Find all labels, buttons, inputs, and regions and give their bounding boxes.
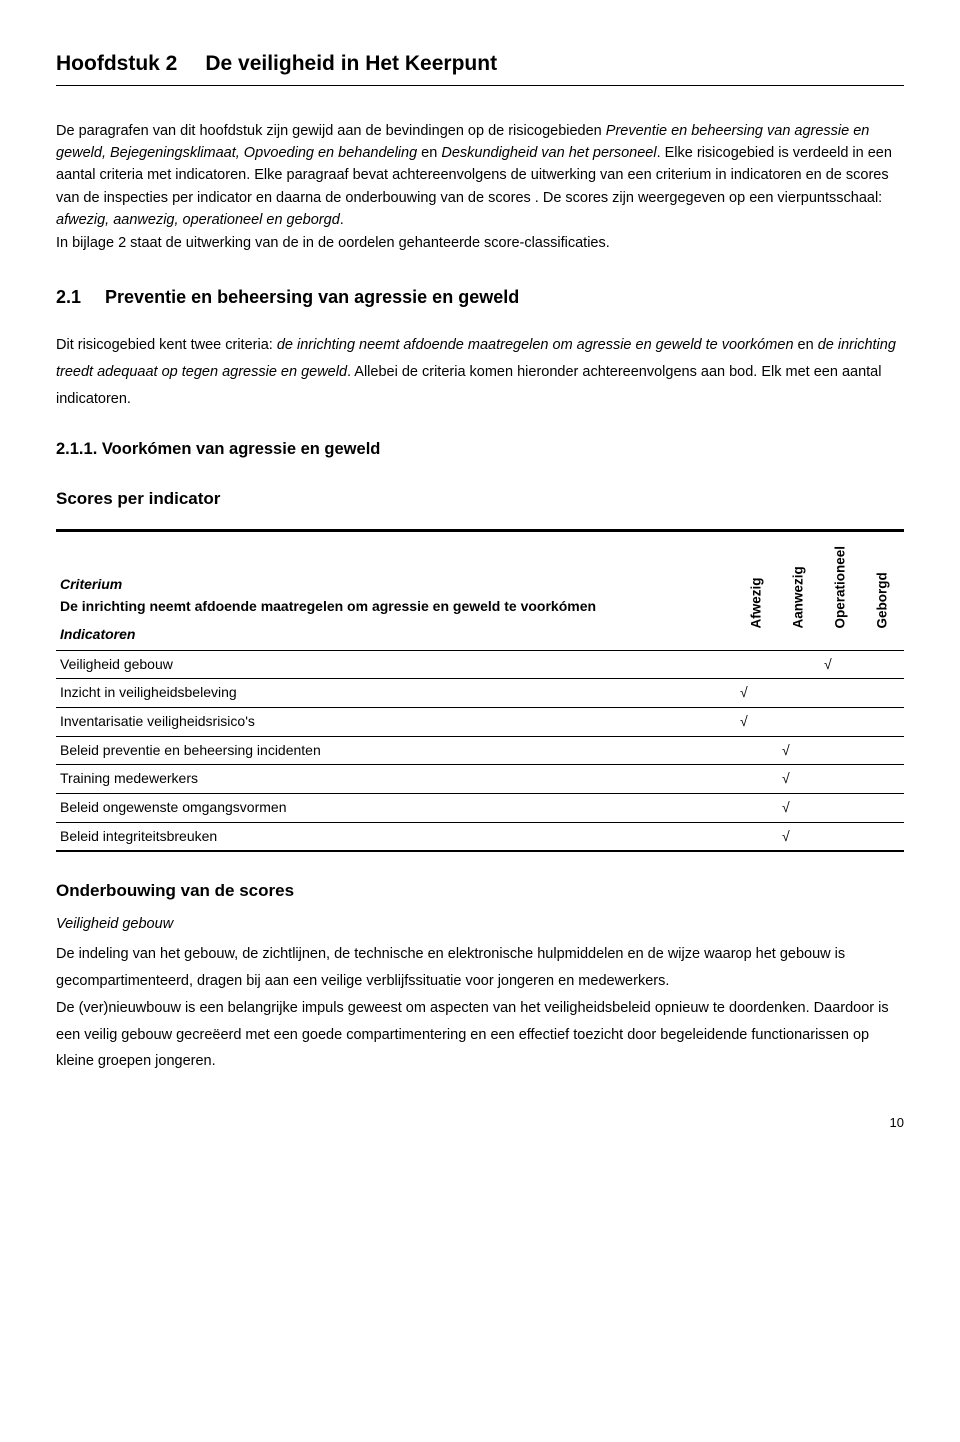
indicator-label: Beleid ongewenste omgangsvormen	[56, 794, 736, 823]
score-mark	[820, 822, 862, 851]
section-paragraph: Dit risicogebied kent twee criteria: de …	[56, 332, 904, 412]
score-mark: √	[736, 707, 778, 736]
criterium-text: De inrichting neemt afdoende maatregelen…	[60, 596, 732, 618]
score-mark	[820, 679, 862, 708]
score-mark	[736, 822, 778, 851]
table-row: Inventarisatie veiligheidsrisico's√	[56, 707, 904, 736]
indicator-label: Veiligheid gebouw	[56, 650, 736, 679]
indicator-label: Inventarisatie veiligheidsrisico's	[56, 707, 736, 736]
onderbouwing-subhead: Veiligheid gebouw	[56, 913, 904, 935]
table-row: Training medewerkers √	[56, 765, 904, 794]
score-mark	[736, 765, 778, 794]
intro-italic-3: afwezig, aanwezig, operationeel en gebor…	[56, 212, 340, 228]
score-mark: √	[778, 765, 820, 794]
score-mark: √	[778, 822, 820, 851]
table-row: Beleid ongewenste omgangsvormen √	[56, 794, 904, 823]
scores-heading: Scores per indicator	[56, 486, 904, 512]
intro-text: .	[340, 212, 344, 228]
intro-text: De paragrafen van dit hoofdstuk zijn gew…	[56, 123, 606, 139]
score-mark	[736, 736, 778, 765]
table-row: Beleid preventie en beheersing incidente…	[56, 736, 904, 765]
section-italic-1: de inrichting neemt afdoende maatregelen…	[277, 337, 794, 353]
score-mark	[862, 679, 904, 708]
section-heading: 2.1 Preventie en beheersing van agressie …	[56, 284, 904, 312]
score-mark	[778, 650, 820, 679]
score-mark	[862, 765, 904, 794]
subsection-title: Voorkómen van agressie en geweld	[102, 440, 380, 458]
subsection-number: 2.1.1.	[56, 440, 97, 458]
score-mark	[820, 736, 862, 765]
score-mark	[862, 794, 904, 823]
col-operationeel: Operationeel	[820, 534, 862, 651]
indicatoren-label: Indicatoren	[60, 624, 732, 646]
score-mark	[820, 707, 862, 736]
section-text: en	[794, 337, 818, 353]
score-mark	[736, 650, 778, 679]
score-mark	[862, 650, 904, 679]
table-row: Beleid integriteitsbreuken √	[56, 822, 904, 851]
section-title: Preventie en beheersing van agressie en …	[105, 287, 519, 307]
chapter-number: Hoofdstuk 2	[56, 48, 177, 81]
criterium-label: Criterium	[60, 576, 122, 592]
indicator-label: Beleid integriteitsbreuken	[56, 822, 736, 851]
score-table: Criterium De inrichting neemt afdoende m…	[56, 529, 904, 853]
score-mark	[820, 794, 862, 823]
section-text: Dit risicogebied kent twee criteria:	[56, 337, 277, 353]
page-number: 10	[56, 1113, 904, 1133]
score-mark: √	[736, 679, 778, 708]
indicator-label: Beleid preventie en beheersing incidente…	[56, 736, 736, 765]
col-afwezig: Afwezig	[736, 534, 778, 651]
score-mark	[862, 822, 904, 851]
criterium-cell: Criterium De inrichting neemt afdoende m…	[56, 534, 736, 651]
indicator-label: Inzicht in veiligheidsbeleving	[56, 679, 736, 708]
intro-text: en	[417, 145, 441, 161]
chapter-heading: Hoofdstuk 2 De veiligheid in Het Keerpunt	[56, 48, 904, 86]
intro-paragraph: De paragrafen van dit hoofdstuk zijn gew…	[56, 120, 904, 255]
col-aanwezig: Aanwezig	[778, 534, 820, 651]
score-mark	[778, 707, 820, 736]
score-mark: √	[820, 650, 862, 679]
section-number: 2.1	[56, 284, 81, 312]
col-geborgd: Geborgd	[862, 534, 904, 651]
onderbouwing-p1: De indeling van het gebouw, de zichtlijn…	[56, 941, 904, 995]
score-mark	[820, 765, 862, 794]
score-mark	[736, 794, 778, 823]
score-mark: √	[778, 794, 820, 823]
table-row: Inzicht in veiligheidsbeleving√	[56, 679, 904, 708]
intro-italic-2: Deskundigheid van het personeel	[441, 145, 656, 161]
score-mark	[862, 707, 904, 736]
subsection-heading: 2.1.1. Voorkómen van agressie en geweld	[56, 437, 904, 463]
intro-text-last: In bijlage 2 staat de uitwerking van de …	[56, 235, 610, 251]
table-row: Veiligheid gebouw √	[56, 650, 904, 679]
onderbouwing-text: De indeling van het gebouw, de zichtlijn…	[56, 941, 904, 1075]
indicator-label: Training medewerkers	[56, 765, 736, 794]
score-mark: √	[778, 736, 820, 765]
score-mark	[778, 679, 820, 708]
onderbouwing-heading: Onderbouwing van de scores	[56, 878, 904, 904]
score-mark	[862, 736, 904, 765]
onderbouwing-p2: De (ver)nieuwbouw is een belangrijke imp…	[56, 995, 904, 1075]
chapter-title: De veiligheid in Het Keerpunt	[205, 52, 497, 75]
